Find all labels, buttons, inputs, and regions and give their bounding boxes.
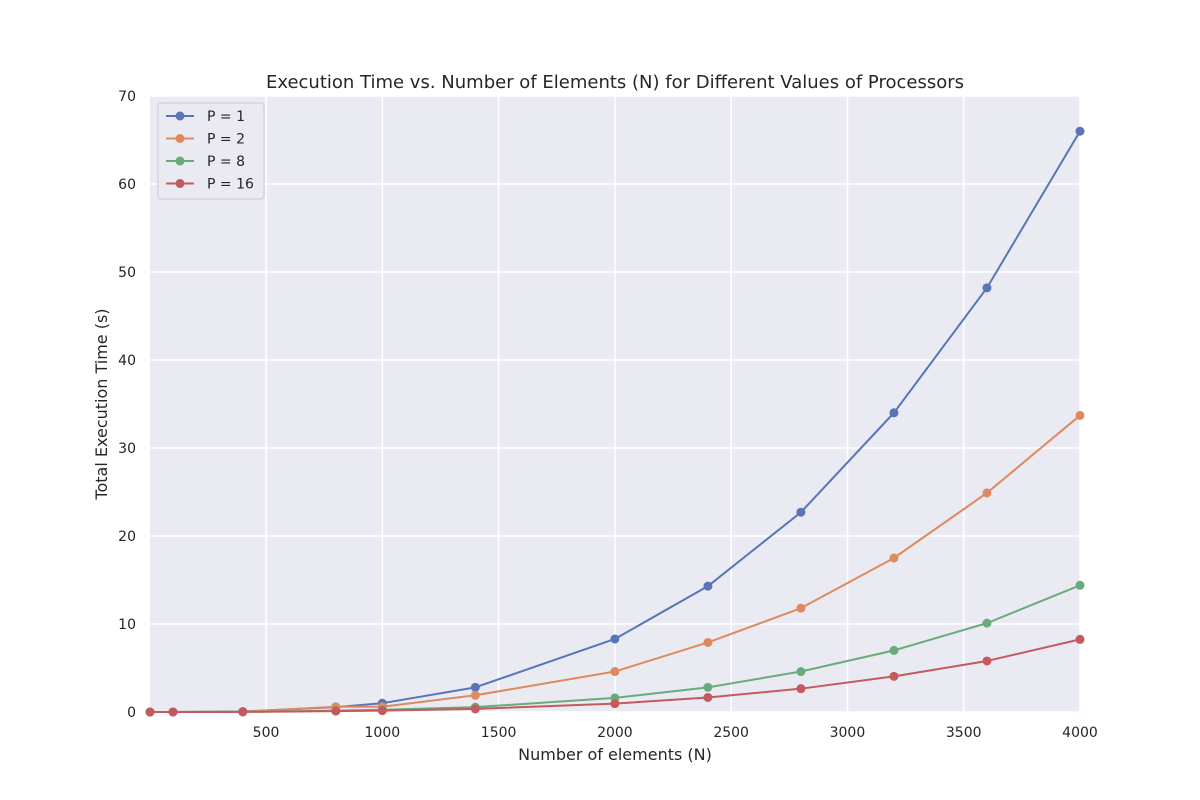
data-point: [796, 684, 806, 694]
tick-labels: 0 10 20 30 40 50 60 70 500 1000 1500 2000 2500 3000 35…: [118, 89, 1098, 741]
data-point: [168, 707, 178, 717]
series-line: [150, 638, 1081, 713]
legend-label: P = 1: [207, 109, 245, 125]
data-point: [796, 507, 806, 517]
x-tick-label: 2500: [713, 725, 749, 741]
data-point: [1075, 410, 1085, 420]
y-tick-label: 40: [118, 353, 136, 369]
legend-marker: [175, 156, 185, 166]
legend-item: P = 2: [166, 132, 245, 148]
data-point: [982, 656, 992, 666]
y-tick-label: 60: [118, 177, 136, 193]
data-point: [377, 706, 387, 716]
legend-item: P = 1: [166, 109, 245, 125]
data-point: [610, 634, 620, 644]
legend-marker: [175, 134, 185, 143]
y-tick-label: 10: [118, 617, 136, 633]
legend-box: [157, 102, 265, 200]
legend: P = 1 P = 2 P = 8 P = 16: [157, 102, 265, 200]
legend-label: P = 8: [207, 154, 245, 170]
data-point: [703, 692, 713, 702]
data-point: [1075, 580, 1085, 590]
y-axis-label: Total Execution Time (s): [92, 308, 111, 500]
x-tick-label: 3500: [946, 725, 982, 741]
x-tick-label: 4000: [1062, 725, 1098, 741]
data-point: [610, 667, 620, 677]
data-point: [982, 488, 992, 498]
y-tick-label: 0: [127, 705, 136, 721]
x-tick-label: 500: [253, 725, 280, 741]
data-point: [796, 667, 806, 677]
data-point: [1075, 126, 1085, 136]
x-tick-label: 1500: [481, 725, 517, 741]
y-tick-label: 70: [118, 89, 136, 105]
legend-marker: [175, 179, 185, 188]
grid: [150, 95, 1081, 713]
data-point: [889, 408, 899, 418]
data-point: [238, 707, 248, 717]
data-point: [982, 283, 992, 293]
legend-marker: [175, 111, 185, 121]
data-point: [889, 553, 899, 563]
data-point: [331, 706, 341, 716]
data-point: [470, 704, 480, 714]
chart-title: Execution Time vs. Number of Elements (N…: [266, 72, 964, 93]
legend-item: P = 8: [166, 154, 245, 170]
series-4: [145, 634, 1085, 717]
y-tick-label: 30: [118, 441, 136, 457]
data-point: [703, 637, 713, 647]
data-point: [1075, 634, 1085, 644]
data-point: [470, 682, 480, 692]
x-tick-label: 1000: [365, 725, 401, 741]
legend-label: P = 16: [207, 177, 254, 193]
x-tick-label: 3000: [830, 725, 866, 741]
x-axis-label: Number of elements (N): [518, 745, 712, 764]
data-point: [610, 699, 620, 709]
data-point: [703, 581, 713, 591]
data-point: [145, 707, 155, 717]
series-layer: [145, 126, 1085, 717]
legend-label: P = 2: [207, 132, 245, 148]
x-tick-label: 2000: [597, 725, 633, 741]
y-tick-label: 50: [118, 265, 136, 281]
data-point: [703, 682, 713, 692]
data-point: [470, 690, 480, 700]
data-point: [889, 671, 899, 681]
y-tick-label: 20: [118, 529, 136, 545]
legend-item: P = 16: [166, 177, 254, 193]
data-point: [796, 603, 806, 613]
data-point: [982, 618, 992, 628]
data-point: [889, 645, 899, 655]
